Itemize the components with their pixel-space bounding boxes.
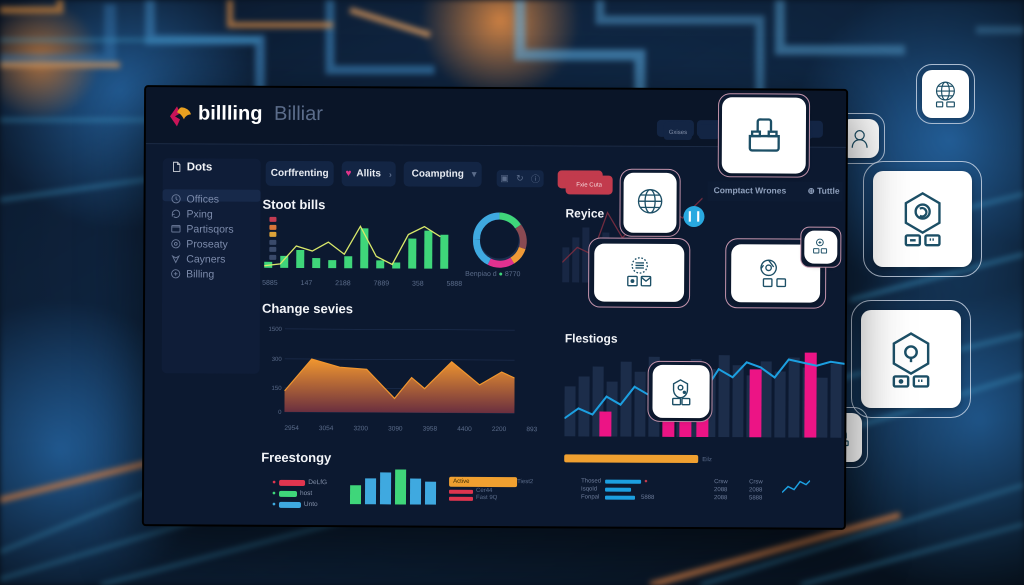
svg-text:1500: 1500 [269,327,283,333]
svg-text:0: 0 [278,410,282,416]
svg-text:150: 150 [272,386,283,392]
svg-text:300: 300 [272,357,283,363]
